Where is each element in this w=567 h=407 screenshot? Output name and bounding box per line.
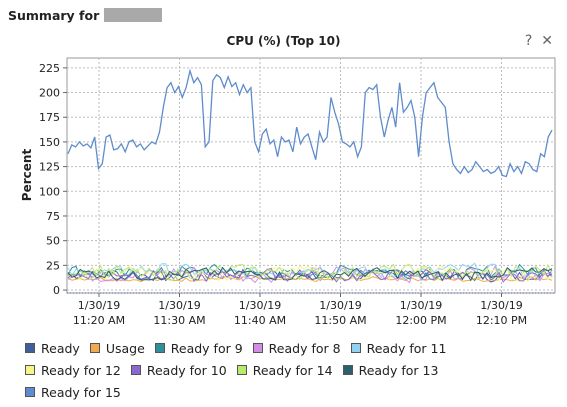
legend-swatch [25, 365, 35, 375]
legend-item: Ready for 11 [350, 340, 447, 356]
legend-swatch [154, 343, 165, 353]
x-tick-label-time: 11:20 AM [73, 314, 125, 327]
legend-label: Ready for 15 [41, 384, 121, 400]
legend-item: Ready [25, 341, 80, 356]
legend-item: Ready for 14 [236, 362, 333, 378]
series-line-ready-for-15 [67, 68, 553, 178]
legend-item: Ready for 15 [25, 385, 121, 400]
close-icon[interactable]: ✕ [541, 33, 553, 49]
legend-swatch [89, 343, 100, 353]
y-tick-label: 175 [39, 111, 60, 124]
x-tick-label-date: 1/30/19 [319, 299, 361, 312]
legend-item: Ready for 12 [25, 363, 121, 378]
legend-row: Ready for 15 [25, 381, 565, 403]
chart-legend: Ready Usage Ready for 9 Ready for 8 Ready fo… [25, 337, 565, 403]
series-line-ready-for-14 [67, 263, 553, 281]
x-tick-label-time: 12:10 PM [476, 314, 527, 327]
y-tick-label: 25 [46, 259, 60, 272]
y-tick-label: 150 [39, 136, 60, 149]
x-tick-label-time: 12:00 PM [395, 314, 446, 327]
x-tick-label-time: 11:40 AM [234, 314, 286, 327]
x-tick-label-date: 1/30/19 [400, 299, 442, 312]
legend-label: Ready for 14 [252, 362, 333, 378]
redacted-host-name [104, 8, 163, 22]
legend-item: Ready for 10 [130, 362, 227, 378]
help-icon[interactable]: ? [524, 33, 533, 49]
series-line-ready-for-13 [67, 266, 553, 282]
legend-swatch [342, 365, 353, 375]
legend-item: Ready for 13 [342, 362, 439, 378]
y-axis-label: Percent [20, 149, 34, 202]
x-tick-label-date: 1/30/19 [158, 299, 200, 312]
legend-item: Ready for 9 [154, 340, 243, 356]
legend-swatch [130, 365, 141, 375]
chart-title: CPU (%) (Top 10) [226, 34, 341, 48]
legend-label: Ready for 13 [358, 362, 439, 378]
y-tick-label: 200 [39, 87, 60, 100]
legend-label: Ready for 12 [41, 362, 121, 378]
plot-area [66, 57, 556, 294]
y-tick-label: 0 [53, 284, 60, 297]
legend-label: Ready [41, 340, 80, 356]
y-tick-label: 125 [39, 161, 60, 174]
y-tick-label: 50 [46, 235, 60, 248]
legend-swatch [350, 343, 361, 353]
summary-label: Summary for [8, 7, 100, 23]
legend-label: Usage [105, 340, 145, 356]
legend-swatch [25, 343, 35, 353]
legend-label: Ready for 9 [170, 340, 243, 356]
x-axis: 1/30/19 11:20 AM 1/30/19 11:30 AM 1/30/19 11:… [73, 293, 527, 327]
legend-swatch [25, 387, 35, 397]
chart-controls: ? ✕ [525, 33, 553, 49]
x-tick-label-time: 11:50 AM [314, 314, 366, 327]
legend-row: Ready Usage Ready for 9 Ready for 8 Ready fo… [25, 337, 565, 359]
legend-item: Ready for 8 [252, 340, 341, 356]
legend-swatch [252, 343, 263, 353]
x-tick-label-date: 1/30/19 [239, 299, 281, 312]
y-tick-label: 75 [46, 210, 60, 223]
x-tick-label-time: 11:30 AM [153, 314, 205, 327]
x-tick-label-date: 1/30/19 [480, 299, 522, 312]
summary-header: Summary for [8, 6, 163, 24]
legend-swatch [236, 365, 247, 375]
legend-label: Ready for 8 [268, 340, 341, 356]
legend-label: Ready for 11 [366, 340, 447, 356]
legend-label: Ready for 10 [146, 362, 227, 378]
series-lines [67, 68, 555, 294]
cpu-chart: 0 25 50 75 100 125 150 175 200 225 1/30/19 11:20 A… [20, 57, 556, 327]
series-line-ready-for-12 [67, 265, 553, 283]
y-tick-label: 225 [39, 62, 60, 75]
y-tick-label: 100 [39, 185, 60, 198]
x-tick-label-date: 1/30/19 [78, 299, 120, 312]
y-axis: 0 25 50 75 100 125 150 175 200 225 [39, 62, 67, 297]
legend-row: Ready for 12 Ready for 10 Ready for 14 Read… [25, 359, 565, 381]
legend-item: Usage [89, 340, 145, 356]
